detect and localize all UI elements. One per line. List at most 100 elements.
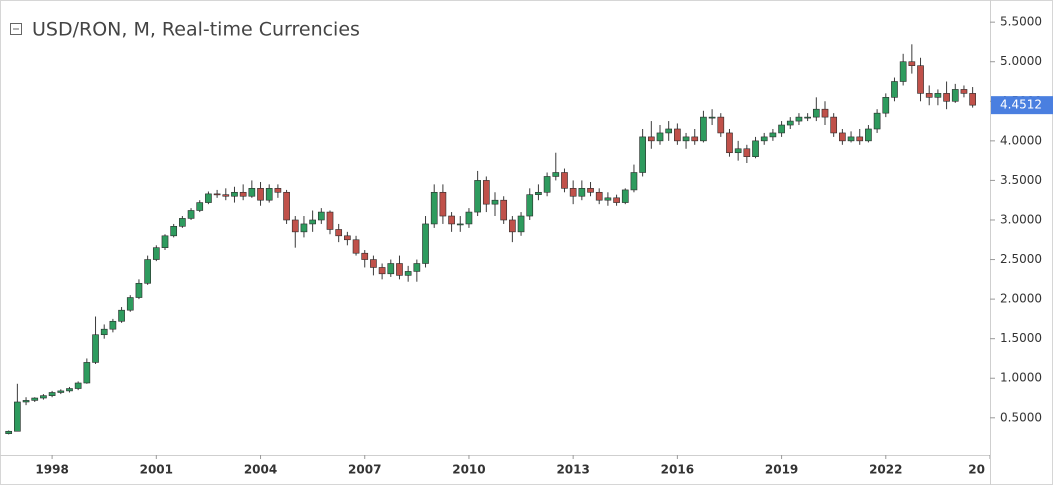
candle xyxy=(265,184,273,203)
y-tick-label: 2.5000 xyxy=(1000,252,1042,266)
candle-body xyxy=(647,136,655,142)
candle xyxy=(595,188,603,205)
candle xyxy=(222,188,230,201)
candle xyxy=(335,223,343,243)
candle-body xyxy=(118,309,125,322)
candle-body xyxy=(830,116,838,134)
candle-body xyxy=(422,223,429,264)
legend-toggle[interactable] xyxy=(10,23,22,35)
candle-body xyxy=(257,188,264,201)
candle-body xyxy=(717,116,725,134)
candle-body xyxy=(309,219,316,225)
candle xyxy=(535,184,542,201)
candle xyxy=(812,97,820,122)
candle xyxy=(422,216,429,268)
candle-body xyxy=(66,388,73,392)
x-tick-label: 2001 xyxy=(140,463,173,477)
candle xyxy=(700,110,707,143)
candle xyxy=(500,196,508,224)
candle xyxy=(100,324,108,339)
candle-body xyxy=(100,328,108,336)
candle-body xyxy=(387,263,395,275)
candle-body xyxy=(604,197,612,201)
candle xyxy=(604,192,612,206)
candle xyxy=(543,172,551,197)
candle xyxy=(569,180,577,205)
candle-body xyxy=(925,93,933,98)
candle xyxy=(274,184,282,198)
candle-body xyxy=(734,148,742,154)
candle xyxy=(291,216,299,248)
candle-body xyxy=(500,199,508,221)
candle xyxy=(31,397,39,402)
candle-body xyxy=(196,202,204,211)
candle xyxy=(213,189,221,198)
candle-body xyxy=(439,191,447,217)
candle xyxy=(170,223,178,238)
candle-body xyxy=(448,215,455,225)
candle-body xyxy=(300,223,308,233)
current-price-label: 4.4512 xyxy=(1000,98,1042,112)
candle xyxy=(865,125,872,143)
candle-body xyxy=(144,259,151,284)
candle-body xyxy=(335,229,343,237)
candle xyxy=(804,113,811,122)
candle xyxy=(456,216,464,232)
candle-body xyxy=(187,210,195,219)
candle-body xyxy=(595,191,603,201)
price-axis: 0.5000 1.0000 1.5000 2.0000 2.5000 3.0000 3.50… xyxy=(990,15,1053,424)
candle-body xyxy=(769,132,777,138)
candle-body xyxy=(899,61,907,82)
candle-body xyxy=(708,116,716,119)
candle-body xyxy=(561,172,568,189)
candle xyxy=(22,397,30,406)
candle-body xyxy=(778,124,785,134)
candle-body xyxy=(552,172,560,177)
candle xyxy=(40,394,47,400)
candle-body xyxy=(413,263,421,272)
candle-body xyxy=(847,136,855,142)
candle xyxy=(726,128,733,157)
candle-body xyxy=(274,188,282,193)
candle xyxy=(960,85,968,98)
candle-body xyxy=(691,136,699,142)
x-tick-label: 2007 xyxy=(348,463,381,477)
candle-body xyxy=(222,194,230,197)
candle xyxy=(135,279,143,300)
candle-body xyxy=(795,116,803,122)
candle-body xyxy=(856,136,864,142)
x-tick-label: 2016 xyxy=(661,463,694,477)
candle xyxy=(561,168,568,193)
candle-body xyxy=(656,132,664,142)
candle xyxy=(969,87,976,108)
candle xyxy=(92,316,99,364)
candle xyxy=(908,44,916,74)
candle xyxy=(665,121,673,141)
y-tick-label: 3.0000 xyxy=(1000,212,1042,226)
candle-body xyxy=(726,132,733,154)
candle-body xyxy=(361,252,369,260)
candle-body xyxy=(474,180,481,213)
candle-body xyxy=(543,176,551,193)
candle xyxy=(786,117,794,129)
candle xyxy=(934,89,942,106)
candle xyxy=(187,208,195,220)
candle-body xyxy=(960,89,968,94)
candle xyxy=(674,123,681,145)
candle-body xyxy=(752,140,759,157)
candle-body xyxy=(205,193,212,203)
candle-body xyxy=(31,397,39,401)
candle-body xyxy=(126,297,134,311)
candle xyxy=(873,109,881,133)
candle xyxy=(378,263,386,280)
candle xyxy=(509,216,516,243)
candle xyxy=(621,188,629,205)
candle xyxy=(361,250,369,268)
candle xyxy=(647,121,655,149)
candle-body xyxy=(283,191,290,221)
candle xyxy=(743,144,751,164)
candle-body xyxy=(969,93,976,106)
candle xyxy=(14,383,21,432)
